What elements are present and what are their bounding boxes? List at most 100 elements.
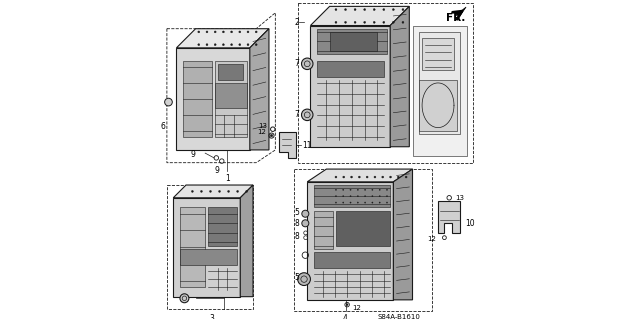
Polygon shape (456, 7, 466, 15)
Polygon shape (394, 169, 413, 300)
Circle shape (344, 21, 346, 23)
Circle shape (335, 202, 337, 203)
Circle shape (387, 196, 388, 197)
Circle shape (373, 21, 375, 23)
Circle shape (357, 196, 358, 197)
Circle shape (343, 176, 345, 178)
Circle shape (198, 31, 200, 33)
Circle shape (335, 189, 337, 190)
Circle shape (342, 189, 344, 190)
Polygon shape (250, 29, 269, 150)
Polygon shape (307, 169, 413, 182)
Polygon shape (240, 185, 253, 297)
Circle shape (364, 196, 365, 197)
Circle shape (364, 202, 365, 203)
Circle shape (372, 196, 373, 197)
Circle shape (335, 21, 337, 23)
Text: 9: 9 (215, 166, 220, 175)
Circle shape (230, 31, 232, 33)
Polygon shape (180, 207, 205, 287)
Polygon shape (173, 198, 240, 297)
Polygon shape (314, 211, 333, 249)
Text: 3: 3 (209, 314, 214, 319)
Polygon shape (317, 29, 387, 54)
Text: 5: 5 (294, 208, 299, 217)
Polygon shape (317, 61, 384, 77)
Circle shape (302, 220, 309, 227)
Text: 2: 2 (294, 18, 300, 27)
Circle shape (206, 31, 208, 33)
Circle shape (364, 189, 365, 190)
Polygon shape (390, 6, 410, 147)
Circle shape (342, 202, 344, 203)
Text: 7: 7 (294, 110, 300, 119)
Circle shape (335, 176, 337, 178)
Circle shape (164, 98, 172, 106)
Circle shape (230, 44, 232, 46)
Polygon shape (336, 211, 390, 246)
Circle shape (270, 134, 273, 137)
Polygon shape (413, 26, 467, 156)
Text: 13: 13 (456, 195, 465, 201)
Circle shape (357, 189, 358, 190)
Circle shape (354, 21, 356, 23)
Text: 12: 12 (428, 236, 436, 242)
Circle shape (180, 294, 189, 303)
Circle shape (247, 31, 249, 33)
Text: 12: 12 (352, 305, 361, 311)
Polygon shape (215, 83, 246, 108)
Circle shape (402, 21, 404, 23)
Text: 13: 13 (259, 123, 268, 129)
Circle shape (358, 176, 360, 178)
Polygon shape (314, 252, 390, 268)
Polygon shape (310, 6, 410, 26)
Circle shape (366, 176, 368, 178)
Circle shape (392, 21, 394, 23)
Circle shape (372, 202, 373, 203)
Text: 8: 8 (294, 219, 299, 228)
Text: 10: 10 (465, 219, 475, 228)
Circle shape (335, 196, 337, 197)
Circle shape (382, 176, 384, 178)
Polygon shape (438, 201, 460, 233)
Polygon shape (278, 132, 296, 158)
Circle shape (350, 196, 351, 197)
Circle shape (255, 44, 257, 46)
Polygon shape (173, 185, 253, 198)
Circle shape (387, 202, 388, 203)
Circle shape (346, 304, 348, 306)
Circle shape (405, 176, 407, 178)
Circle shape (301, 58, 313, 70)
Circle shape (390, 176, 392, 178)
Circle shape (198, 44, 200, 46)
Circle shape (351, 176, 353, 178)
Polygon shape (419, 80, 457, 131)
Circle shape (364, 9, 365, 11)
Circle shape (374, 176, 376, 178)
Circle shape (379, 196, 380, 197)
Circle shape (387, 189, 388, 190)
Polygon shape (330, 32, 378, 51)
Circle shape (200, 190, 202, 192)
Text: 11: 11 (303, 141, 312, 150)
Circle shape (335, 9, 337, 11)
Text: 1: 1 (225, 174, 230, 183)
Text: FR.: FR. (446, 12, 465, 23)
Circle shape (392, 9, 394, 11)
Polygon shape (310, 26, 390, 147)
Circle shape (383, 21, 385, 23)
Circle shape (402, 9, 404, 11)
Circle shape (298, 273, 310, 286)
Circle shape (302, 210, 309, 217)
Circle shape (223, 31, 225, 33)
Polygon shape (177, 48, 250, 150)
Polygon shape (209, 207, 237, 246)
Text: 7: 7 (294, 59, 300, 68)
Circle shape (228, 190, 230, 192)
Circle shape (255, 31, 257, 33)
Circle shape (218, 190, 220, 192)
Circle shape (239, 44, 241, 46)
Circle shape (383, 9, 385, 11)
Text: 12: 12 (257, 130, 266, 135)
Polygon shape (419, 32, 460, 134)
